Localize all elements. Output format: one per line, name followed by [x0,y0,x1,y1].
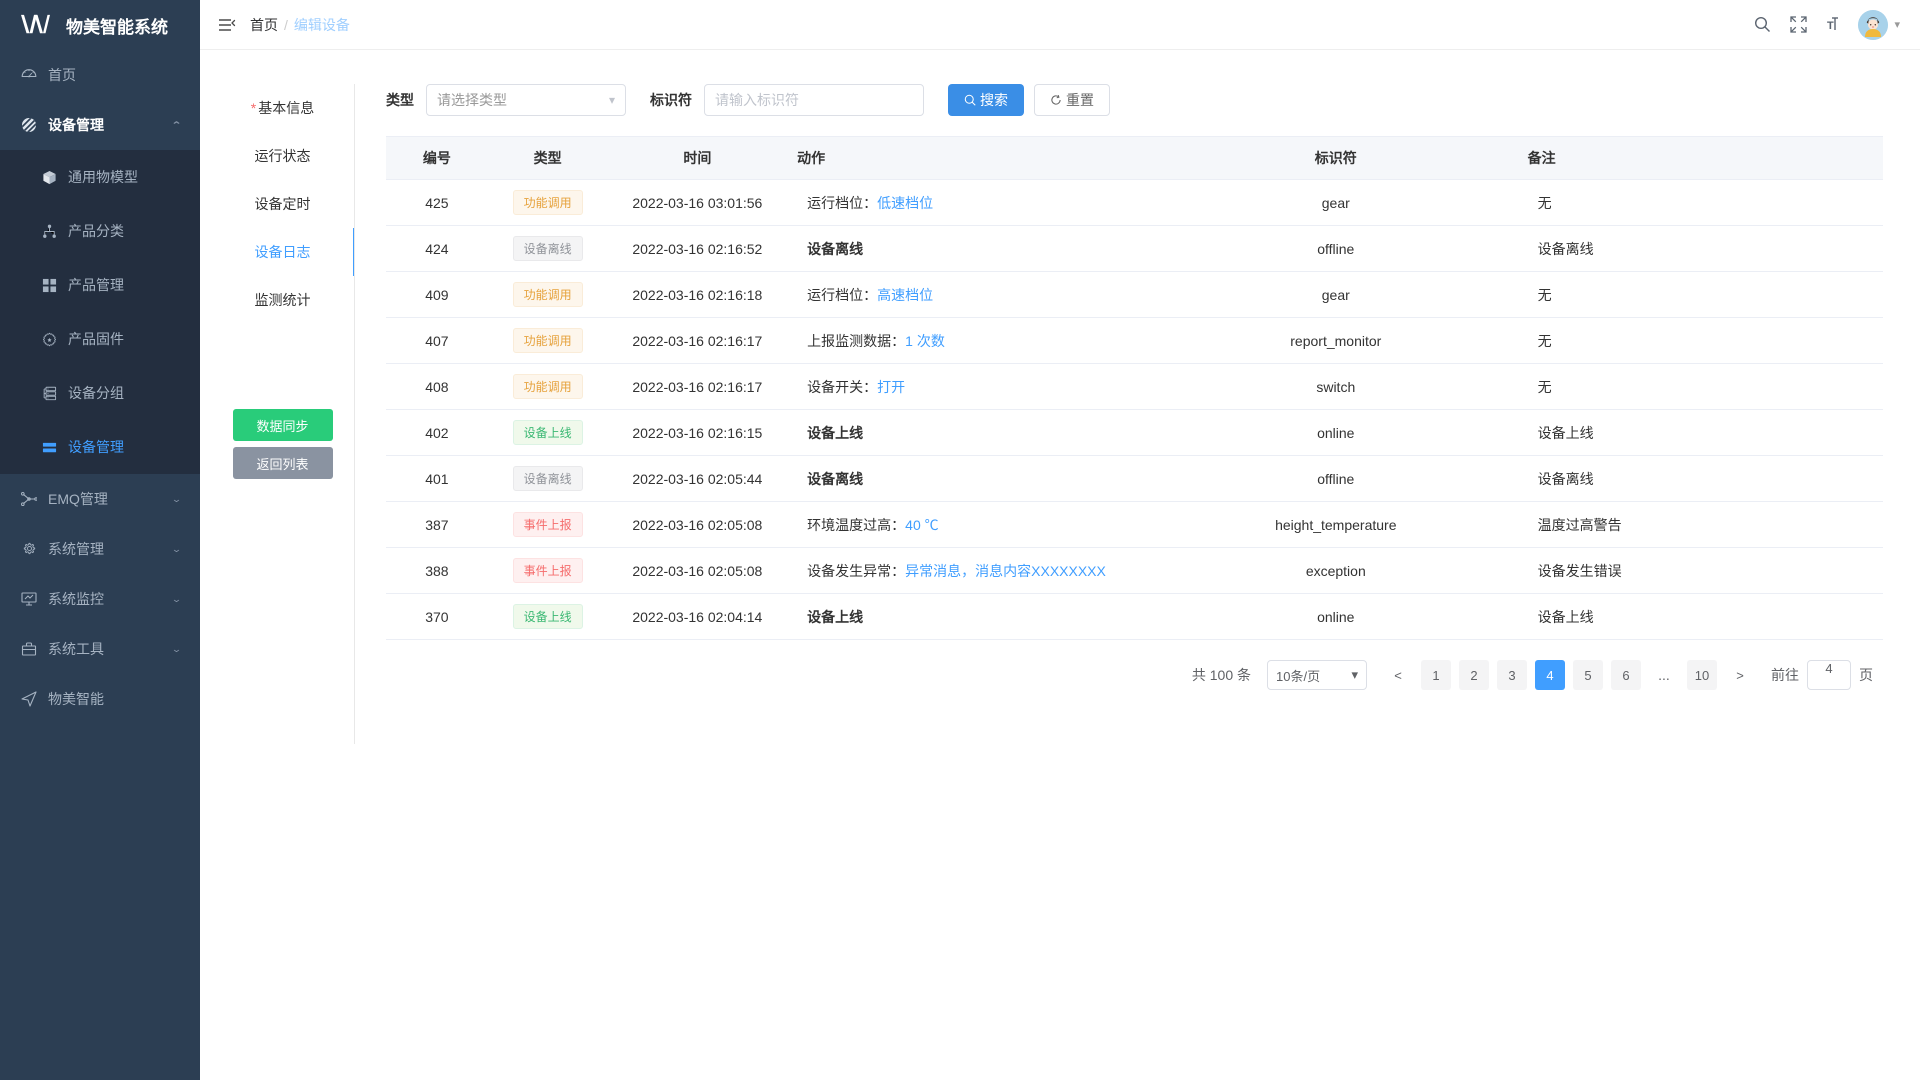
svg-text:T: T [1827,20,1834,32]
